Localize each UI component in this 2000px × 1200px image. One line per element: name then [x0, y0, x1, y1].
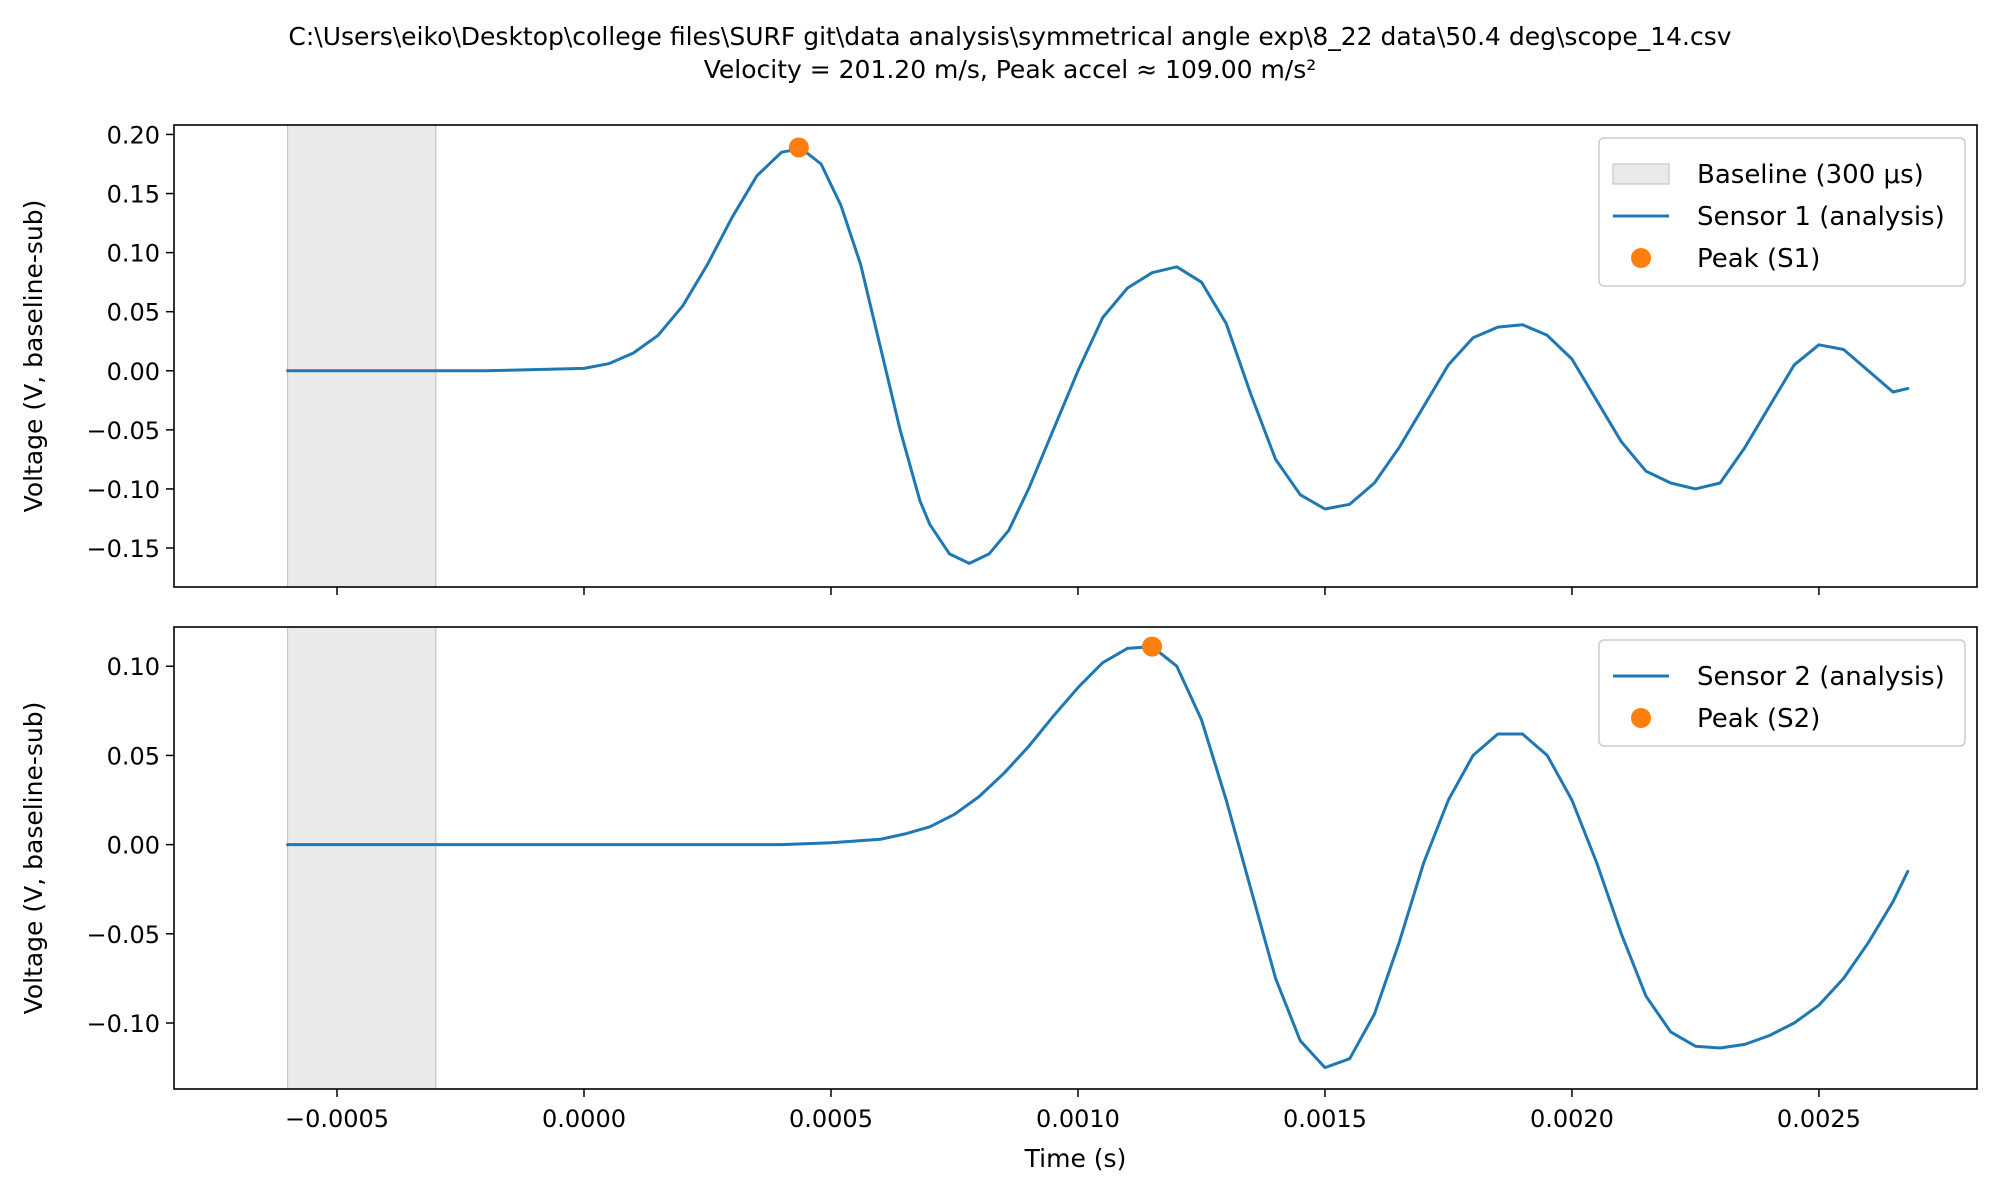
x-tick-label: 0.0010: [1036, 1105, 1120, 1133]
baseline-span: [287, 626, 437, 1090]
x-tick-label: 0.0005: [789, 1105, 873, 1133]
peak-marker-s2: [1142, 636, 1163, 657]
y-tick-label: 0.05: [107, 299, 160, 327]
legend-box: [1598, 137, 1966, 287]
y-axis-label: Voltage (V, baseline-sub): [19, 702, 48, 1015]
series-line-s2: [286, 645, 1910, 1070]
y-axis-label: Voltage (V, baseline-sub): [19, 200, 48, 513]
legend-swatch-baseline: [1612, 163, 1670, 185]
y-tick-label: 0.05: [107, 742, 160, 770]
x-tick-label: 0.0025: [1777, 1105, 1861, 1133]
axes-frame: [173, 124, 1978, 588]
legend-label: Sensor 1 (analysis): [1697, 202, 1945, 232]
legend-label: Peak (S2): [1697, 704, 1820, 734]
x-tick-label: −0.0005: [285, 1105, 389, 1133]
y-tick-label: 0.15: [107, 181, 160, 209]
figure-title-metrics: Velocity = 201.20 m/s, Peak accel ≈ 109.…: [704, 55, 1317, 84]
y-tick-label: −0.10: [86, 476, 160, 504]
legend-swatch-peak: [1631, 708, 1651, 728]
x-axis-label: Time (s): [1024, 1144, 1127, 1173]
sensor-1-panel: 0.20 0.15 0.10 0.05 0.00 −0.05 −0.10 −0.15 Volta…: [19, 121, 1978, 595]
y-tick-label: −0.10: [86, 1010, 160, 1038]
x-tick-label: 0.0000: [542, 1105, 626, 1133]
legend-swatch-peak: [1631, 248, 1651, 268]
peak-marker-s1: [788, 137, 809, 158]
y-tick-label: −0.05: [86, 417, 160, 445]
y-tick-label: 0.20: [107, 121, 160, 149]
sensor-2-panel: −0.0005 0.0000 0.0005 0.0010 0.0015 0.0020 0.0…: [19, 626, 1978, 1173]
y-tick-label: −0.15: [86, 535, 160, 563]
x-tick-label: 0.0020: [1530, 1105, 1614, 1133]
y-tick-label: 0.00: [107, 358, 160, 386]
legend-label: Sensor 2 (analysis): [1697, 662, 1945, 692]
y-tick-label: 0.00: [107, 832, 160, 860]
series-line-s1: [286, 147, 1910, 565]
y-tick-label: 0.10: [107, 240, 160, 268]
legend-box: [1598, 639, 1966, 747]
y-tick-label: 0.10: [107, 653, 160, 681]
legend-label: Peak (S1): [1697, 244, 1820, 274]
y-tick-label: −0.05: [86, 921, 160, 949]
legend-label: Baseline (300 μs): [1697, 160, 1924, 190]
baseline-span: [287, 124, 437, 588]
axes-frame: [173, 626, 1978, 1090]
x-tick-label: 0.0015: [1283, 1105, 1367, 1133]
figure-title-path: C:\Users\eiko\Desktop\college files\SURF…: [288, 22, 1731, 51]
